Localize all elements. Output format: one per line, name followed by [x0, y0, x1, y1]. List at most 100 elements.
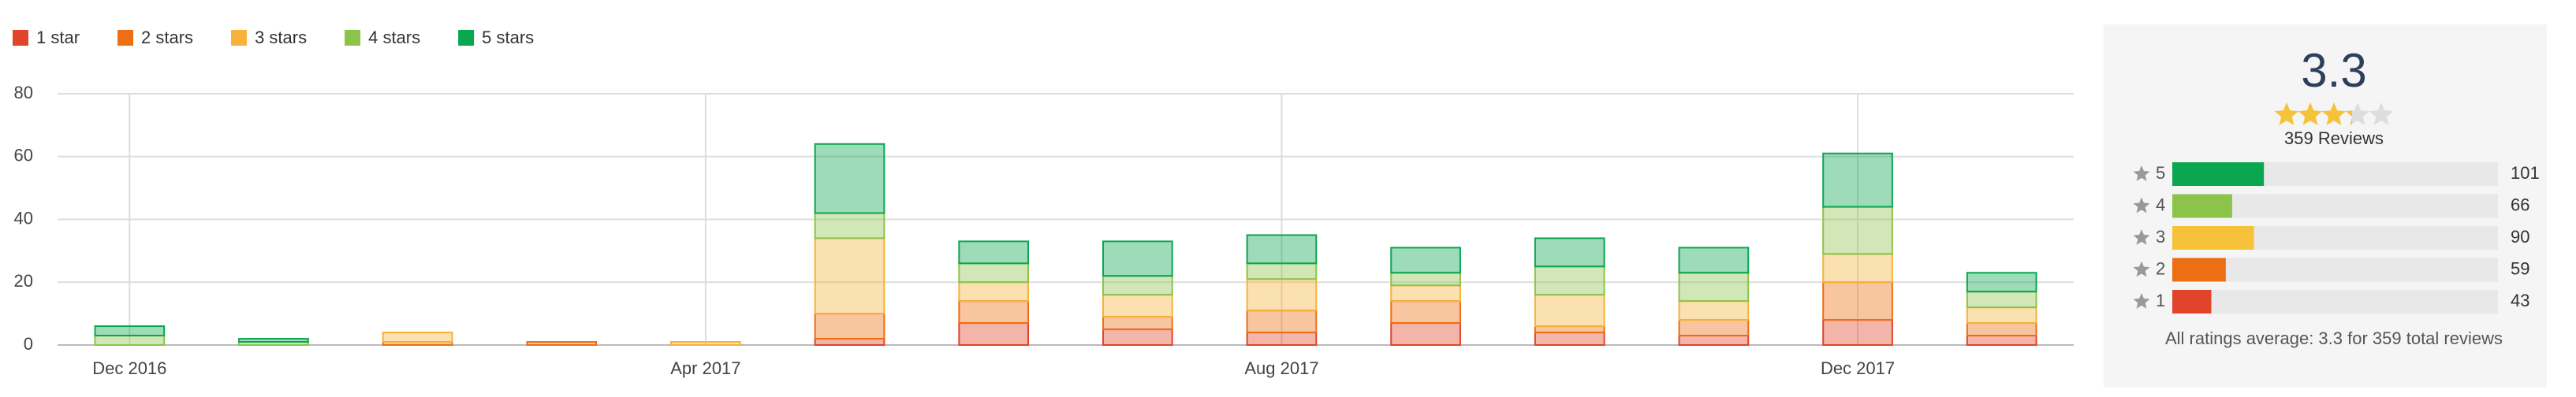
bar-segment: [670, 341, 741, 347]
reviews-count: 359 Reviews: [2284, 128, 2384, 148]
count-label: 66: [2511, 195, 2529, 214]
legend-label: 3 stars: [255, 28, 307, 47]
star-filled: [2298, 102, 2323, 125]
bar-segment: [958, 262, 1030, 284]
bar-segment: [1534, 265, 1605, 296]
bar-segment: [94, 335, 166, 347]
bar-segment: [1966, 322, 2037, 337]
bar-segment: [1534, 294, 1605, 328]
y-tick-label: 60: [14, 146, 33, 165]
bar-segment: [1966, 306, 2037, 325]
bar-segment: [1102, 275, 1173, 296]
bar-segment: [1678, 335, 1750, 347]
bar-segment: [1390, 300, 1461, 325]
star-number: 2: [2156, 258, 2165, 278]
bar-segment: [958, 281, 1030, 302]
bar-segment: [1102, 316, 1173, 331]
bar-segment: [1390, 247, 1461, 274]
bar-segment: [1822, 281, 1893, 321]
bar-segment: [1966, 335, 2037, 347]
bar-segment: [1102, 294, 1173, 318]
bar-segment: [1966, 291, 2037, 309]
legend-label: 2 stars: [141, 28, 193, 47]
distribution-bar: [2172, 226, 2254, 250]
bar-segment: [814, 313, 885, 340]
star-rating: [2274, 102, 2352, 125]
bar-segment: [1822, 206, 1893, 255]
distribution-bar: [2172, 258, 2226, 282]
bar-segment: [1246, 234, 1318, 265]
star-filled: [2274, 102, 2299, 125]
distribution-bar: [2172, 162, 2265, 186]
y-tick-label: 20: [14, 271, 33, 291]
bar-segment: [1102, 328, 1173, 346]
star-icon: [2133, 229, 2150, 245]
bar-segment: [1678, 247, 1750, 274]
bar-segment: [526, 341, 598, 347]
star-icon: [2133, 293, 2150, 309]
legend-swatch: [458, 30, 475, 46]
bar-segment: [814, 212, 885, 239]
x-tick-label: Aug 2017: [1244, 358, 1318, 378]
count-label: 90: [2511, 227, 2529, 247]
star-number: 5: [2156, 163, 2165, 183]
bar-segment: [814, 338, 885, 346]
bar-segment: [1534, 237, 1605, 268]
bar-segment: [1390, 272, 1461, 287]
count-label: 101: [2511, 163, 2540, 183]
y-tick-label: 40: [14, 208, 33, 228]
bar-segment: [238, 338, 309, 343]
bar-segment: [958, 300, 1030, 325]
legend-swatch: [13, 30, 28, 46]
bar-segment: [1678, 272, 1750, 302]
y-tick-label: 80: [14, 83, 33, 102]
legend-swatch: [231, 30, 248, 46]
legend-label: 4 stars: [368, 28, 420, 47]
bar-segment: [958, 240, 1030, 265]
legend-swatch: [117, 30, 134, 46]
bar-segment: [382, 332, 453, 343]
legend-label: 5 stars: [482, 28, 534, 47]
star-number: 3: [2156, 227, 2165, 247]
star-empty: [2369, 102, 2394, 125]
bar-segment: [1246, 332, 1318, 346]
distribution-bar: [2172, 290, 2212, 314]
star-number: 1: [2156, 291, 2165, 310]
bar-segment: [1822, 152, 1893, 208]
y-tick-label: 0: [24, 334, 33, 354]
bar-segment: [1678, 300, 1750, 321]
bar-segment: [1822, 253, 1893, 284]
star-number: 4: [2156, 195, 2165, 214]
bar-segment: [1102, 240, 1173, 277]
summary-footer: All ratings average: 3.3 for 359 total r…: [2165, 328, 2503, 348]
bar-segment: [1246, 278, 1318, 312]
bar-segment: [1246, 262, 1318, 280]
x-tick-label: Apr 2017: [670, 358, 740, 378]
bar-segment: [1822, 319, 1893, 347]
x-tick-label: Dec 2016: [92, 358, 166, 378]
count-label: 43: [2511, 291, 2529, 310]
star-icon: [2133, 165, 2150, 181]
star-filled: [2321, 102, 2347, 125]
bar-segment: [1390, 284, 1461, 302]
bar-segment: [94, 325, 166, 337]
count-label: 59: [2511, 258, 2529, 278]
bar-segment: [814, 237, 885, 315]
bar-segment: [1534, 332, 1605, 346]
bar-segment: [1390, 322, 1461, 346]
bar-segment: [1534, 325, 1605, 334]
bar-segment: [1966, 272, 2037, 293]
track: [2172, 290, 2498, 314]
rating: 3.3: [2301, 44, 2366, 97]
star-icon: [2133, 261, 2150, 277]
star-filled: [2345, 110, 2352, 125]
x-tick-label: Dec 2017: [1821, 358, 1895, 378]
legend-swatch: [345, 30, 361, 46]
bar-segment: [958, 322, 1030, 346]
bar-segment: [1246, 310, 1318, 334]
bar-segment: [1678, 319, 1750, 337]
distribution-bar: [2172, 194, 2232, 218]
bar-segment: [814, 143, 885, 214]
legend-label: 1 star: [36, 28, 80, 47]
